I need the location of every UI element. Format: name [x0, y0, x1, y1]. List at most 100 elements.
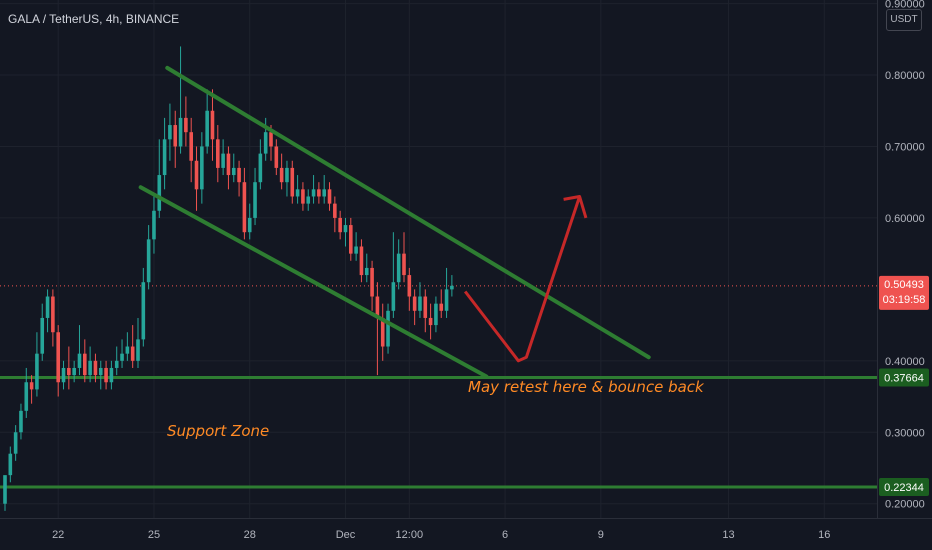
candle-body — [306, 196, 311, 204]
bar-countdown: 03:19:58 — [883, 294, 926, 306]
x-tick-label: Dec — [336, 529, 356, 541]
candle-body — [242, 182, 247, 233]
candle-body — [263, 132, 268, 154]
candle-body — [354, 246, 358, 254]
candle-body — [67, 367, 71, 376]
time-axis[interactable] — [0, 518, 932, 550]
candle-body — [290, 167, 295, 197]
candle-body — [194, 160, 199, 190]
y-tick-label: 0.80000 — [885, 70, 925, 82]
y-tick-label: 0.30000 — [885, 427, 925, 439]
y-tick-label: 0.60000 — [885, 213, 925, 225]
grid — [0, 0, 877, 518]
candle-body — [114, 360, 119, 368]
candle-body — [178, 117, 183, 147]
candle-body — [258, 153, 263, 183]
y-tick-label: 0.20000 — [885, 499, 925, 511]
projection-arrow[interactable] — [463, 196, 581, 363]
current-price-badge: 0.50493 03:19:58 — [879, 275, 929, 310]
candle-body — [136, 339, 140, 361]
candle-body — [77, 353, 82, 368]
x-tick-label: 6 — [502, 529, 508, 541]
candle-body — [184, 117, 188, 133]
candle-body — [412, 296, 417, 311]
candle-body — [380, 317, 385, 347]
candle-body — [35, 353, 39, 390]
candle-body — [439, 303, 444, 311]
candle-body — [72, 367, 76, 376]
candle-body — [375, 296, 380, 318]
price-axis[interactable] — [877, 0, 932, 518]
level-value-22344: 0.22344 — [884, 482, 924, 494]
candle-body — [157, 175, 162, 211]
candle-body — [141, 282, 146, 340]
symbol-title[interactable]: GALA / TetherUS, 4h, BINANCE — [8, 12, 180, 26]
candle-body — [327, 189, 332, 204]
candle-body — [349, 225, 353, 254]
current-price-value: 0.50493 — [884, 279, 924, 291]
candle-body — [386, 310, 390, 347]
candle-body — [83, 353, 87, 376]
candle-body — [274, 146, 279, 168]
candle-body — [226, 153, 231, 176]
candle-body — [402, 253, 406, 276]
candle-body — [322, 189, 326, 197]
x-tick-label: 28 — [244, 529, 256, 541]
candle-body — [279, 167, 284, 183]
candle-body — [338, 217, 342, 233]
retest-annotation[interactable]: May retest here & bounce back — [468, 378, 705, 396]
channel-upper-trendline[interactable] — [165, 65, 651, 360]
candle-body — [301, 189, 305, 204]
candles — [3, 46, 454, 511]
candle-body — [125, 346, 130, 354]
candle-body — [237, 167, 241, 183]
price-axis-labels: 0.20000 0.30000 0.40000 0.60000 0.70000 0.800… — [885, 0, 925, 511]
level-value-37664: 0.37664 — [884, 373, 924, 385]
candle-body — [130, 346, 135, 361]
x-tick-label: 12:00 — [396, 529, 424, 541]
candle-body — [295, 189, 300, 197]
candle-body — [61, 367, 66, 383]
candle-body — [247, 217, 252, 233]
candle-body — [285, 167, 289, 183]
drawings[interactable] — [138, 65, 651, 379]
x-tick-label: 16 — [818, 529, 830, 541]
candle-body — [205, 110, 209, 147]
candle-body — [423, 296, 428, 318]
candle-body — [221, 153, 225, 168]
candle-body — [450, 285, 454, 290]
candle-body — [269, 132, 273, 147]
x-tick-label: 9 — [598, 529, 604, 541]
candle-body — [333, 203, 337, 218]
currency-selector[interactable]: USDT — [886, 9, 922, 31]
candle-body — [231, 167, 236, 176]
candle-body — [311, 189, 316, 197]
candle-body — [98, 367, 103, 376]
candle-body — [93, 360, 98, 376]
candle-body — [24, 382, 29, 411]
candle-body — [216, 139, 220, 168]
x-tick-label: 25 — [148, 529, 160, 541]
y-tick-label: 0.90000 — [885, 0, 925, 11]
arrow-head-icon — [563, 194, 588, 219]
x-tick-label: 13 — [722, 529, 734, 541]
candle-body — [444, 289, 449, 311]
candle-body — [396, 253, 401, 283]
candle-body — [152, 210, 156, 240]
candle-body — [40, 317, 45, 354]
candle-body — [13, 432, 18, 454]
candle-body — [343, 225, 348, 233]
candle-body — [146, 239, 151, 283]
level-badge-37664: 0.37664 — [879, 368, 929, 387]
candle-body — [364, 267, 369, 276]
channel-lower-trendline[interactable] — [138, 185, 489, 379]
candle-body — [210, 110, 215, 140]
support-zone-annotation[interactable]: Support Zone — [167, 422, 269, 440]
candle-body — [88, 360, 92, 376]
support-levels[interactable] — [0, 376, 877, 489]
candle-body — [253, 182, 257, 218]
y-tick-label: 0.70000 — [885, 141, 925, 153]
